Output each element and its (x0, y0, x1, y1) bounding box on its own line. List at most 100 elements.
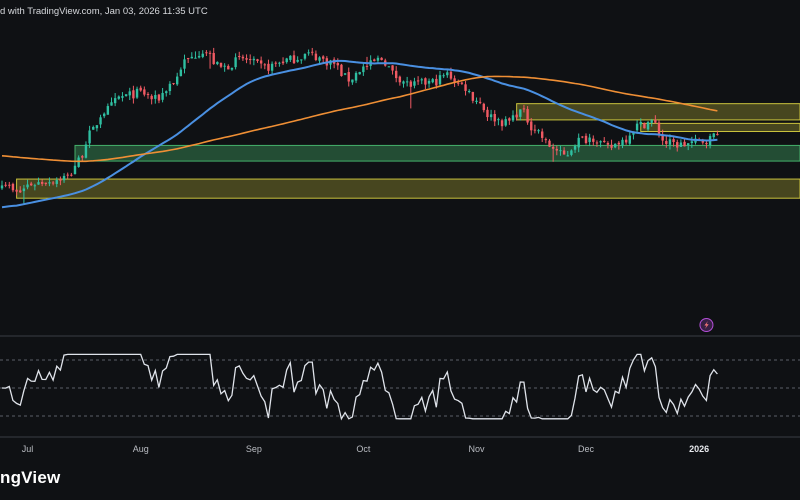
candle (37, 177, 40, 185)
candle (66, 172, 69, 179)
candle-body (635, 123, 639, 131)
candle-body (551, 146, 555, 149)
candle-body (84, 144, 88, 158)
candle-body (208, 52, 212, 54)
candle-body (497, 119, 500, 121)
candle (318, 56, 321, 64)
event-icon[interactable] (699, 318, 714, 332)
candle-body (135, 88, 139, 98)
candle (106, 103, 110, 115)
candle (446, 70, 449, 78)
candle (395, 66, 398, 83)
candle (504, 116, 507, 127)
candle-body (30, 183, 33, 186)
candle (489, 109, 493, 121)
candle-body (679, 142, 683, 147)
candle-body (533, 129, 537, 131)
candle (311, 47, 314, 56)
candle (208, 50, 212, 69)
candle (110, 97, 113, 106)
candle-body (223, 65, 226, 67)
candle-body (500, 120, 504, 127)
candle-body (431, 79, 434, 83)
candle-body (227, 65, 230, 70)
candle (26, 179, 29, 190)
candle (562, 147, 566, 155)
candle-body (541, 131, 544, 138)
candle-body (566, 155, 569, 157)
candle-body (194, 57, 197, 59)
candle (55, 177, 58, 188)
candle (468, 89, 471, 94)
candle-body (245, 58, 248, 60)
candle (300, 59, 303, 64)
candle-body (387, 66, 391, 68)
candle (92, 125, 95, 130)
candle-body (365, 65, 369, 67)
candle-body (157, 94, 161, 101)
candle (424, 77, 427, 89)
candle (347, 67, 350, 87)
candle (179, 67, 183, 77)
candle-body (405, 81, 409, 83)
candle (161, 88, 164, 103)
candle (48, 177, 51, 187)
candle (628, 132, 631, 146)
candle (270, 61, 274, 76)
month-label: Sep (246, 444, 262, 454)
candle-body (186, 58, 190, 60)
candle (537, 128, 540, 134)
candle (661, 129, 664, 146)
candle (555, 145, 558, 156)
candle (431, 77, 434, 84)
candle (621, 137, 624, 149)
candle-body (44, 182, 47, 184)
candle-body (59, 178, 62, 181)
candle-body (165, 91, 168, 94)
candle-body (66, 174, 69, 176)
candle-body (398, 76, 402, 83)
candle-body (289, 55, 292, 60)
candle-body (263, 64, 266, 66)
candle (332, 57, 336, 69)
candle (442, 73, 445, 79)
candle (453, 75, 456, 88)
candle-body (603, 140, 606, 142)
candle (113, 93, 117, 107)
candle (132, 85, 135, 104)
candle (62, 173, 66, 183)
candle-body (11, 183, 15, 191)
candle-body (336, 63, 339, 66)
candle (70, 172, 73, 177)
candle-body (581, 136, 584, 138)
candle-body (274, 62, 277, 64)
candle-body (504, 119, 507, 126)
candle-body (522, 108, 526, 110)
candle-body (303, 53, 307, 59)
candle (672, 135, 675, 147)
candle (362, 62, 365, 76)
candle (22, 184, 26, 205)
ma-slow-line (1, 75, 718, 163)
candle (73, 161, 77, 175)
candle-body (537, 130, 540, 132)
month-label: Oct (356, 444, 371, 454)
candle (511, 110, 515, 123)
candle-body (259, 60, 263, 64)
candle-body (687, 143, 690, 146)
candle (471, 91, 475, 104)
candle (588, 133, 591, 147)
candle (296, 56, 299, 63)
candle (252, 56, 256, 66)
candle (643, 122, 646, 129)
candle-body (449, 71, 453, 79)
candle-body (362, 66, 365, 73)
ma-fast-line (1, 59, 718, 209)
candle-body (132, 90, 135, 99)
candle (551, 143, 555, 162)
candle (285, 57, 288, 64)
candle-body (92, 126, 95, 130)
candle (486, 106, 489, 122)
candle-body (478, 101, 482, 103)
